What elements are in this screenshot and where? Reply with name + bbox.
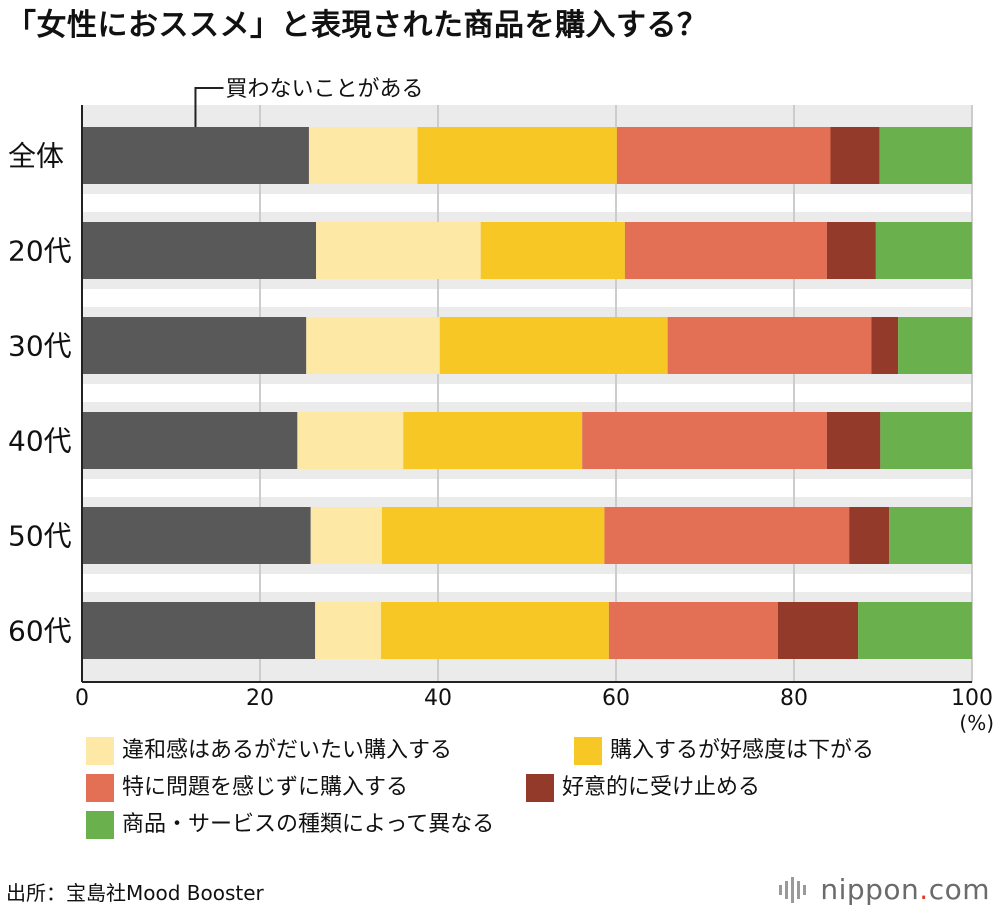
legend-label-0: 違和感はあるがだいたい購入する <box>122 738 453 763</box>
bar-segment-2-0 <box>82 317 307 374</box>
x-tick-label-20: 20 <box>246 686 274 711</box>
category-label-0: 全体 <box>8 140 64 173</box>
bar-segment-0-3 <box>616 127 831 184</box>
bar-segment-1-4 <box>826 222 876 279</box>
legend-item-0: 違和感はあるがだいたい購入する <box>86 735 452 767</box>
x-tick-label-40: 40 <box>424 686 452 711</box>
brand-name-dot: . <box>919 873 929 906</box>
bar-segment-4-0 <box>82 507 311 564</box>
source-note: 出所：宝島社Mood Booster <box>6 881 264 905</box>
bar-segment-4-2 <box>381 507 605 564</box>
annotation-leader-line <box>194 87 224 127</box>
x-tick-label-0: 0 <box>75 686 89 711</box>
bar-segment-5-4 <box>777 602 859 659</box>
legend-label-3: 好意的に受け止める <box>562 775 761 800</box>
bar-segment-0-2 <box>417 127 617 184</box>
bar-segment-5-3 <box>608 602 778 659</box>
row-gap <box>82 289 972 307</box>
bar-segment-2-1 <box>306 317 440 374</box>
bar-segment-0-1 <box>308 127 418 184</box>
bar-segment-3-1 <box>297 412 404 469</box>
legend-swatch-3 <box>526 774 554 802</box>
bar-segment-1-5 <box>875 222 972 279</box>
x-axis-unit-label: (%) <box>959 711 994 735</box>
legend-swatch-0 <box>86 737 114 765</box>
legend-item-3: 好意的に受け止める <box>526 772 760 804</box>
bar-segment-1-1 <box>316 222 481 279</box>
legend-label-1: 購入するが好感度は下がる <box>610 738 875 763</box>
bar-segment-0-5 <box>879 127 972 184</box>
category-label-3: 40代 <box>8 425 72 458</box>
x-axis <box>81 105 972 683</box>
bar-segment-1-3 <box>624 222 827 279</box>
category-label-2: 30代 <box>8 330 72 363</box>
bar-segment-3-3 <box>582 412 827 469</box>
bar-segment-3-4 <box>826 412 881 469</box>
row-gap <box>82 384 972 402</box>
category-label-1: 20代 <box>8 235 72 268</box>
brand-logo: nippon.com <box>778 870 990 910</box>
row-bands <box>82 105 972 682</box>
legend-item-4: 商品・サービスの種類によって異なる <box>86 809 494 841</box>
brand-name: nippon.com <box>820 872 990 908</box>
category-label-4: 50代 <box>8 520 72 553</box>
category-labels: 全体 20代 30代 40代 50代 60代 <box>8 140 72 648</box>
nippon-logo-icon <box>779 877 807 903</box>
category-label-5: 60代 <box>8 615 72 648</box>
x-tick-label-100: 100 <box>951 686 993 711</box>
legend: 違和感はあるがだいたい購入する 購入するが好感度は下がる特に問題を感じずに購入する… <box>86 735 986 845</box>
brand-name-suffix: com <box>928 873 990 906</box>
bar-segment-2-5 <box>898 317 972 374</box>
bar-segment-1-0 <box>82 222 317 279</box>
legend-swatch-2 <box>86 774 114 802</box>
bar-segment-5-1 <box>315 602 382 659</box>
grid-lines <box>259 105 973 682</box>
x-tick-labels: 0 20 40 60 80 100 <box>75 686 993 711</box>
legend-swatch-1 <box>574 737 602 765</box>
bar-segment-1-2 <box>480 222 625 279</box>
bar-segment-4-5 <box>889 507 972 564</box>
bar-segment-2-2 <box>439 317 668 374</box>
brand-name-prefix: nippon <box>820 873 920 906</box>
bar-segment-5-5 <box>858 602 972 659</box>
bar-segment-0-4 <box>830 127 880 184</box>
bar-segment-4-1 <box>310 507 382 564</box>
bar-segment-3-5 <box>880 412 972 469</box>
row-gap <box>82 574 972 592</box>
legend-label-4: 商品・サービスの種類によって異なる <box>122 812 495 837</box>
bar-segment-2-4 <box>871 317 899 374</box>
row-gap <box>82 194 972 212</box>
bar-segment-2-3 <box>667 317 872 374</box>
bar-segment-3-2 <box>403 412 583 469</box>
bar-segment-0-0 <box>82 127 309 184</box>
bar-segment-4-4 <box>849 507 890 564</box>
bar-segment-4-3 <box>604 507 850 564</box>
bar-segment-5-0 <box>82 602 316 659</box>
chart-title: 「女性におススメ」と表現された商品を購入する？ <box>6 8 708 43</box>
stacked-bar-chart: 0 20 40 60 80 100 全体 20代 30代 40代 50代 60代 買わないことがある… <box>8 77 994 735</box>
annotation: 買わないことがある <box>194 77 423 127</box>
bar-segment-3-0 <box>82 412 298 469</box>
annotation-label: 買わないことがある <box>225 77 423 102</box>
x-tick-label-60: 60 <box>602 686 630 711</box>
legend-swatch-4 <box>86 811 114 839</box>
bars <box>82 127 972 659</box>
x-tick-label-80: 80 <box>780 686 808 711</box>
legend-item-2: 特に問題を感じずに購入する <box>86 772 408 804</box>
row-gap <box>82 479 972 497</box>
legend-item-1: 購入するが好感度は下がる <box>574 735 874 767</box>
legend-label-2: 特に問題を感じずに購入する <box>122 775 409 800</box>
bar-segment-5-2 <box>381 602 609 659</box>
